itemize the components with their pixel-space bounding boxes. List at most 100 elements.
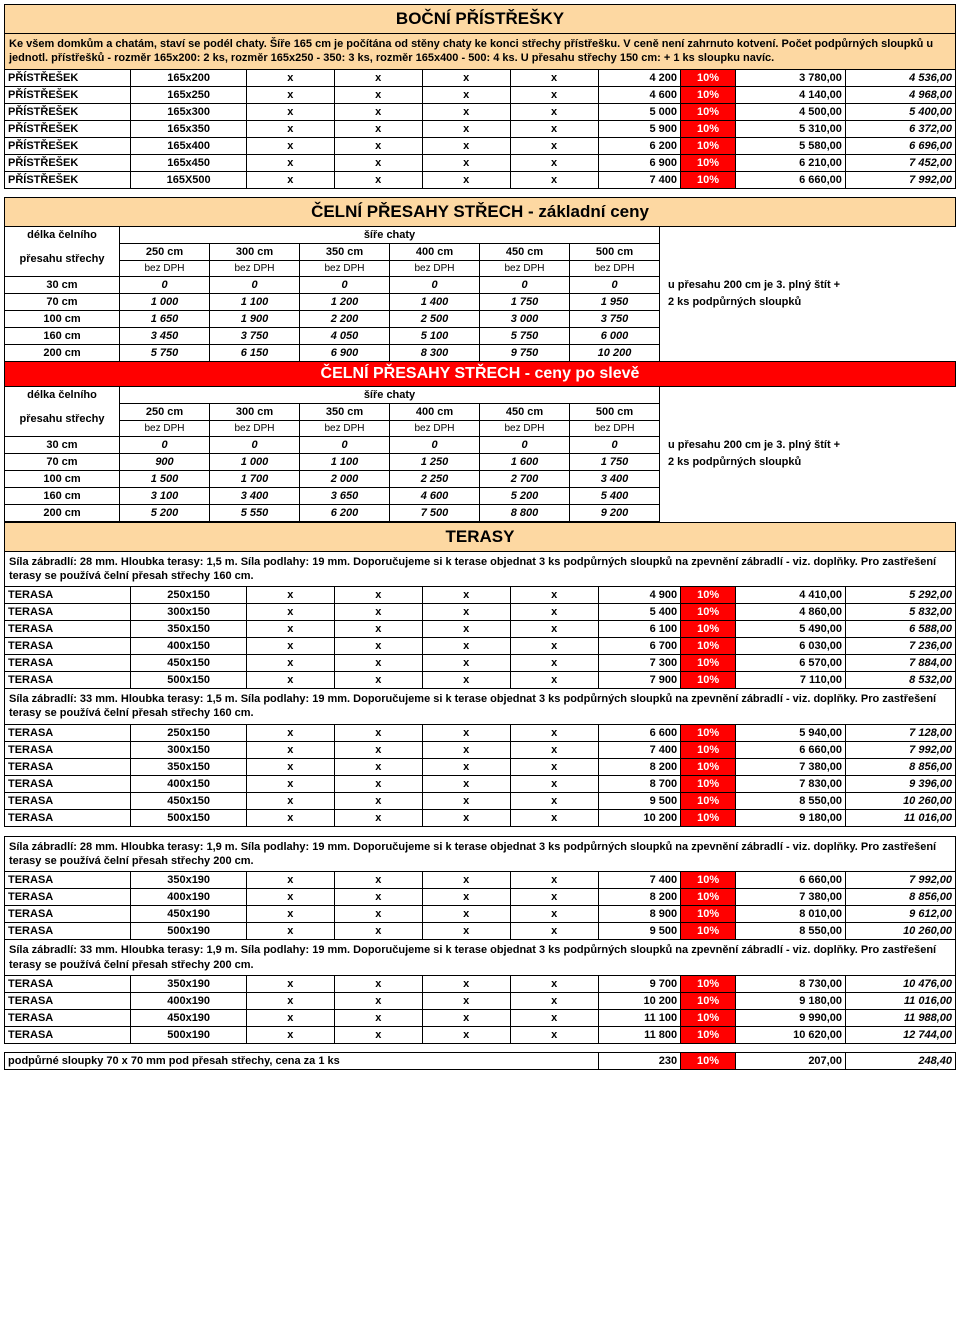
bez-dph: bez DPH [480,420,570,436]
overhang-value: 5 200 [120,504,210,521]
product-size: 500x190 [131,923,246,940]
x-cell: x [334,655,422,672]
discount: 10% [681,792,736,809]
x-cell: x [510,923,598,940]
product-size: 165X500 [131,171,246,188]
width-header: 450 cm [480,243,570,260]
overhang-value: 0 [120,436,210,453]
price-row: TERASA 250x150 x x x x 6 600 10% 5 940,0… [5,724,956,741]
x-cell: x [246,587,334,604]
x-cell: x [422,1009,510,1026]
discount: 10% [681,741,736,758]
price-vat: 7 992,00 [846,872,956,889]
bez-dph: bez DPH [390,420,480,436]
overhang-row: 200 cm 5 2005 5506 2007 5008 8009 200 [5,504,956,521]
x-cell: x [510,587,598,604]
price-sale: 9 180,00 [736,809,846,826]
price-sale: 8 550,00 [736,923,846,940]
product-size: 400x190 [131,889,246,906]
x-cell: x [334,137,422,154]
product-name: TERASA [5,604,131,621]
price-row: TERASA 300x150 x x x x 5 400 10% 4 860,0… [5,604,956,621]
bez-dph: bez DPH [120,420,210,436]
overhang-value: 3 450 [120,327,210,344]
overhang-value: 1 200 [300,293,390,310]
width-header: 400 cm [390,243,480,260]
price-vat: 8 856,00 [846,758,956,775]
x-cell: x [334,672,422,689]
x-cell: x [422,638,510,655]
product-name: TERASA [5,923,131,940]
x-cell: x [510,621,598,638]
overhang-value: 0 [300,276,390,293]
product-name: TERASA [5,872,131,889]
footer-table: podpůrné sloupky 70 x 70 mm pod přesah s… [4,1052,956,1070]
price-sale: 3 780,00 [735,69,845,86]
overhang-value: 1 250 [390,453,480,470]
price-vat: 8 856,00 [846,889,956,906]
side-blank [660,504,956,521]
x-cell: x [422,69,510,86]
x-cell: x [334,975,422,992]
product-size: 500x150 [131,672,246,689]
overhang-row: 30 cm 000000 u přesahu 200 cm je 3. plný… [5,436,956,453]
price-base: 6 700 [598,638,680,655]
price-vat: 12 744,00 [846,1026,956,1043]
x-cell: x [510,137,598,154]
price-base: 5 000 [598,103,680,120]
price-base: 7 400 [598,171,680,188]
product-name: PŘÍSTŘEŠEK [5,69,131,86]
x-cell: x [246,120,334,137]
product-name: TERASA [5,775,131,792]
x-cell: x [422,604,510,621]
price-base: 6 100 [598,621,680,638]
price-row: TERASA 400x190 x x x x 10 200 10% 9 180,… [5,992,956,1009]
discount: 10% [681,1052,736,1069]
overhang-value: 2 500 [390,310,480,327]
product-name: TERASA [5,809,131,826]
length-label: 30 cm [5,276,120,293]
x-cell: x [334,604,422,621]
overhang-value: 1 600 [480,453,570,470]
price-vat: 6 696,00 [845,137,955,154]
price-base: 8 700 [598,775,680,792]
price-base: 8 200 [598,889,680,906]
width-header: 350 cm [300,243,390,260]
overhang-value: 3 750 [570,310,660,327]
x-cell: x [422,792,510,809]
price-base: 11 100 [598,1009,680,1026]
price-vat: 5 832,00 [846,604,956,621]
price-base: 4 900 [598,587,680,604]
x-cell: x [510,809,598,826]
product-size: 250x150 [131,724,246,741]
price-base: 7 900 [598,672,680,689]
overhang-value: 10 200 [570,344,660,361]
overhang-value: 0 [300,436,390,453]
overhang-value: 0 [570,436,660,453]
price-row: TERASA 350x150 x x x x 8 200 10% 7 380,0… [5,758,956,775]
product-name: TERASA [5,587,131,604]
price-vat: 9 396,00 [846,775,956,792]
width-header: 300 cm [210,243,300,260]
price-base: 9 500 [598,923,680,940]
overhang-value: 5 200 [480,487,570,504]
overhang-row: 100 cm 1 5001 7002 0002 2502 7003 400 [5,470,956,487]
price-vat: 7 236,00 [846,638,956,655]
price-vat: 10 260,00 [846,923,956,940]
x-cell: x [334,86,422,103]
x-cell: x [422,906,510,923]
product-name: PŘÍSTŘEŠEK [5,137,131,154]
overhang-row: 200 cm 5 7506 1506 9008 3009 75010 200 [5,344,956,361]
price-base: 4 200 [598,69,680,86]
price-row: TERASA 250x150 x x x x 4 900 10% 4 410,0… [5,587,956,604]
price-sale: 4 500,00 [735,103,845,120]
product-size: 350x150 [131,621,246,638]
x-cell: x [510,741,598,758]
x-cell: x [510,975,598,992]
x-cell: x [422,621,510,638]
x-cell: x [334,171,422,188]
discount: 10% [681,621,736,638]
price-row: TERASA 450x150 x x x x 9 500 10% 8 550,0… [5,792,956,809]
discount: 10% [681,604,736,621]
group-note: Síla zábradlí: 33 mm. Hloubka terasy: 1,… [5,689,956,725]
